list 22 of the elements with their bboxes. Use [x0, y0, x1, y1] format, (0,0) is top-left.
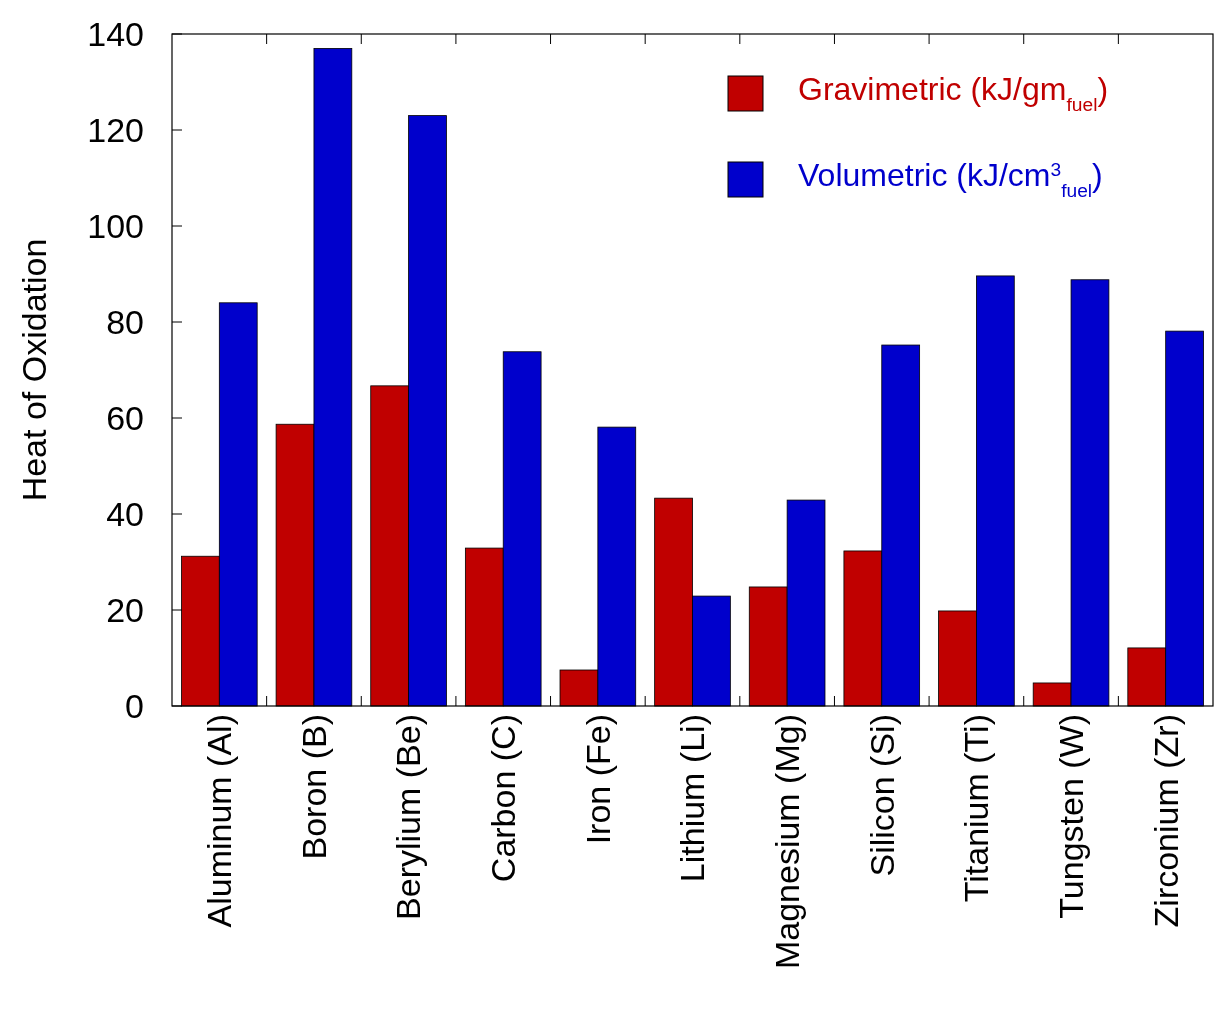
x-tick-label: Tungsten (W): [1051, 714, 1090, 919]
x-tick-label: Boron (B): [294, 714, 333, 860]
y-tick-label: 140: [87, 14, 144, 53]
y-tick-label: 20: [106, 590, 144, 629]
y-tick-label: 120: [87, 110, 144, 149]
x-tick-label: Berylium (Be): [389, 714, 428, 920]
y-tick-label: 60: [106, 398, 144, 437]
x-tick-label: Titanium (Ti): [957, 714, 996, 903]
y-tick-label: 80: [106, 302, 144, 341]
legend-label: Volumetric (kJ/cm$^{3}$$_{fuel}$): [798, 157, 1103, 201]
x-tick-label: Aluminum (Al): [200, 714, 239, 928]
y-tick-label: 100: [87, 206, 144, 245]
x-tick-label: Zirconium (Zr): [1146, 714, 1185, 928]
legend-label: Gravimetric (kJ/gm$_{fuel}$): [798, 71, 1109, 115]
x-tick-label: Magnesium (Mg): [768, 714, 807, 970]
x-tick-label: Iron (Fe): [578, 714, 617, 845]
y-axis-title: Heat of Oxidation: [15, 238, 53, 502]
y-tick-label: 40: [106, 494, 144, 533]
y-tick-label: 0: [125, 686, 144, 725]
x-tick-label: Carbon (C): [484, 714, 523, 883]
x-tick-label: Silicon (Si): [862, 714, 901, 877]
x-tick-label: Lithium (Li): [673, 714, 712, 883]
